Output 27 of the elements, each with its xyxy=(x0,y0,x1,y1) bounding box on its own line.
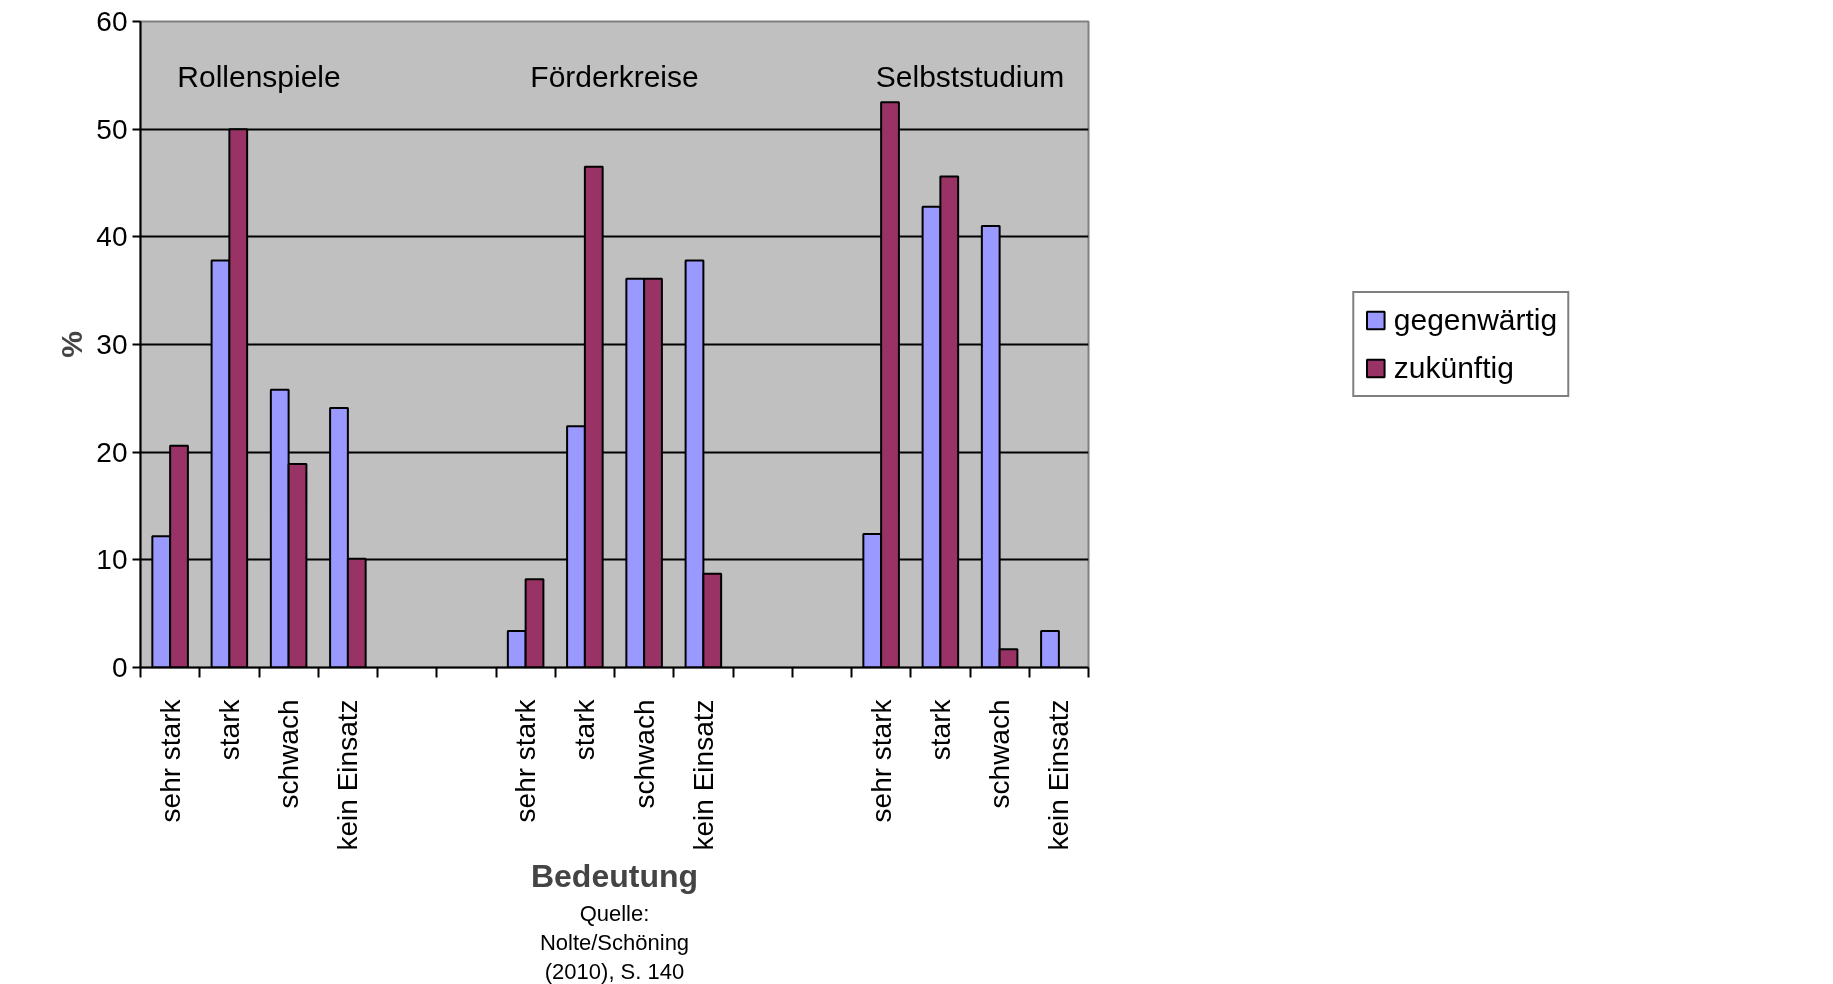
source-note: Quelle: Nolte/Schöning (2010), S. 140 xyxy=(539,900,690,984)
x-tick-label: stark xyxy=(924,698,956,761)
y-tick-label: 60 xyxy=(96,6,128,37)
x-tick-label: sehr stark xyxy=(865,698,897,823)
x-tick-label: schwach xyxy=(628,699,660,809)
y-tick-label: 40 xyxy=(96,221,128,253)
x-tick-label: schwach xyxy=(984,699,1016,809)
legend-label: gegenwärtig xyxy=(1393,303,1558,337)
x-tick-label: kein Einsatz xyxy=(1043,699,1075,851)
x-tick-label: stark xyxy=(569,698,601,761)
y-tick-label: 50 xyxy=(96,113,128,145)
x-tick-label: kein Einsatz xyxy=(687,699,719,851)
x-tick-label: kein Einsatz xyxy=(332,699,364,851)
y-axis-title: % xyxy=(55,331,89,358)
annotation: Selbststudium xyxy=(875,59,1065,93)
annotation: Rollenspiele xyxy=(177,59,341,93)
y-tick-label: 0 xyxy=(111,652,128,683)
x-axis-title: Bedeutung xyxy=(530,858,699,895)
y-tick-label: 10 xyxy=(96,544,128,576)
y-tick-label: 30 xyxy=(96,329,128,360)
x-tick-label: sehr stark xyxy=(154,698,186,823)
x-tick-label: sehr stark xyxy=(510,698,542,823)
legend-label: zukünftig xyxy=(1393,351,1514,385)
x-tick-label: stark xyxy=(213,698,245,761)
annotation: Förderkreise xyxy=(530,59,699,93)
y-tick-label: 20 xyxy=(96,436,128,468)
x-tick-label: schwach xyxy=(273,699,305,809)
